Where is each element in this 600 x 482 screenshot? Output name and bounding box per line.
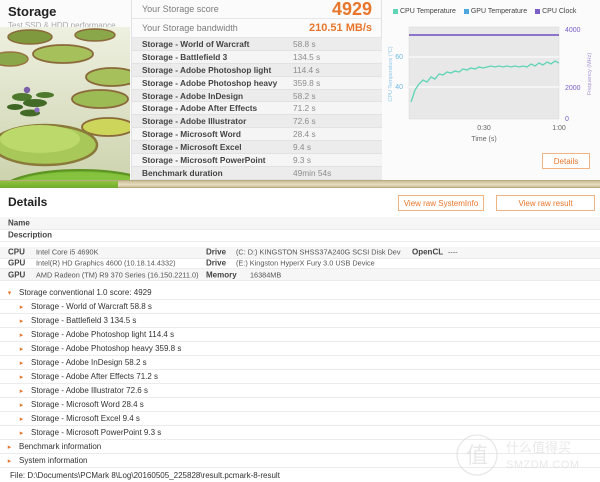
svg-text:值: 值 bbox=[466, 443, 488, 468]
svg-text:CPU Temperature (°C): CPU Temperature (°C) bbox=[388, 46, 394, 101]
svg-text:Time (s): Time (s) bbox=[471, 136, 496, 143]
svg-text:60: 60 bbox=[395, 54, 403, 61]
svg-text:4000: 4000 bbox=[565, 27, 581, 34]
svg-text:Frequency (MHz): Frequency (MHz) bbox=[587, 53, 593, 96]
svg-text:1:00: 1:00 bbox=[552, 125, 566, 132]
svg-text:0:30: 0:30 bbox=[477, 125, 491, 132]
svg-text:什么值得买: 什么值得买 bbox=[506, 440, 571, 455]
svg-text:2000: 2000 bbox=[565, 85, 581, 92]
svg-text:40: 40 bbox=[395, 84, 403, 91]
svg-text:0: 0 bbox=[565, 116, 569, 123]
svg-text:SMZDM.COM: SMZDM.COM bbox=[506, 459, 580, 471]
